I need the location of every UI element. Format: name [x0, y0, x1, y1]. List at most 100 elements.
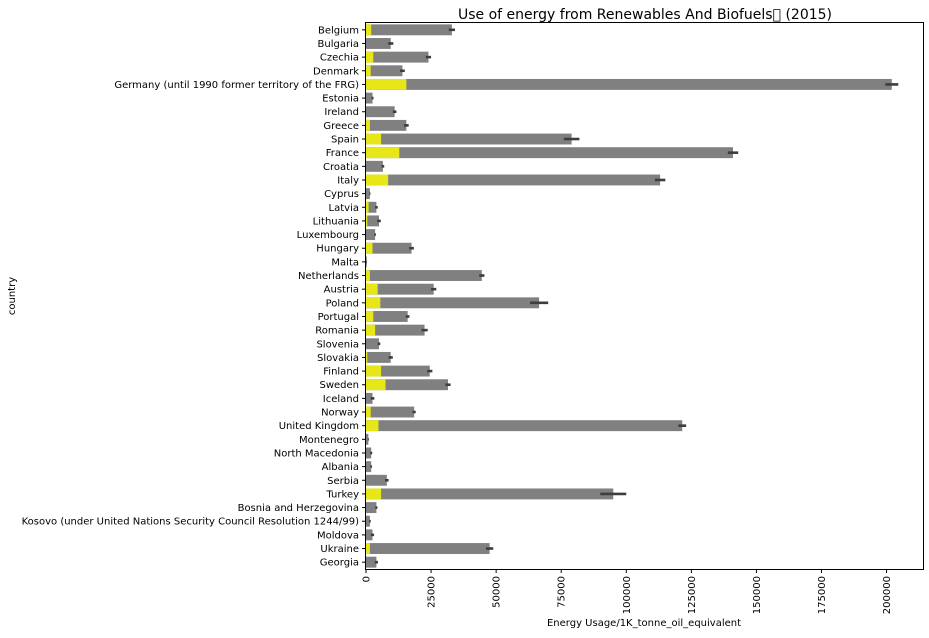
- bar-0-33: [366, 474, 387, 486]
- bar-0-12: [366, 188, 370, 200]
- bar-0-16: [366, 242, 412, 254]
- x-tick-label-1: 25000: [427, 576, 438, 608]
- x-tick-label-4: 100000: [622, 576, 633, 614]
- bar-0-5: [366, 92, 373, 104]
- y-tick-label-34: Turkey: [325, 489, 359, 500]
- y-tick-label-8: Spain: [331, 135, 359, 146]
- bar-1-7: [366, 119, 370, 131]
- bar-0-20: [366, 297, 540, 309]
- bar-1-25: [366, 365, 382, 377]
- y-tick-label-0: Belgium: [318, 25, 359, 36]
- y-tick-label-21: Portugal: [318, 312, 359, 323]
- x-tick-label-0: 0: [362, 576, 373, 582]
- bar-0-37: [366, 529, 373, 541]
- bar-1-19: [366, 283, 378, 295]
- bar-0-18: [366, 270, 482, 281]
- bar-0-38: [366, 543, 490, 554]
- y-tick-label-32: Albania: [322, 462, 359, 473]
- bar-1-26: [366, 379, 386, 391]
- y-tick-label-6: Ireland: [324, 107, 359, 118]
- bar-0-25: [366, 365, 430, 377]
- x-tick-label-7: 175000: [817, 576, 828, 614]
- bar-1-3: [366, 65, 371, 77]
- bar-0-24: [366, 351, 391, 363]
- x-tick-label-6: 150000: [752, 576, 763, 614]
- y-tick-label-9: France: [326, 148, 359, 159]
- y-ticks-layer: Belgium Bulgaria Czechia Denmark Germany (un…: [22, 25, 366, 569]
- y-tick-label-15: Luxembourg: [297, 230, 359, 241]
- bar-0-29: [366, 420, 683, 432]
- y-tick-label-35: Bosnia and Herzegovina: [238, 503, 359, 514]
- bar-0-1: [366, 38, 391, 49]
- bar-1-9: [366, 147, 400, 159]
- bar-0-17: [366, 256, 367, 268]
- bar-1-16: [366, 242, 373, 254]
- y-tick-label-19: Austria: [324, 285, 359, 296]
- plot-frame: [365, 22, 924, 570]
- y-tick-label-25: Finland: [323, 367, 359, 378]
- y-tick-label-37: Moldova: [317, 530, 359, 541]
- bar-0-39: [366, 556, 377, 568]
- y-tick-label-1: Bulgaria: [318, 39, 359, 50]
- y-axis-label: country: [7, 277, 18, 315]
- y-tick-label-10: Croatia: [323, 162, 359, 173]
- y-tick-label-31: North Macedonia: [274, 448, 359, 459]
- bar-1-34: [366, 488, 382, 500]
- bar-1-13: [366, 201, 369, 213]
- bar-1-18: [366, 270, 370, 281]
- bar-0-13: [366, 201, 377, 213]
- bar-1-28: [366, 406, 371, 418]
- bar-0-22: [366, 324, 425, 336]
- x-ticks-layer: 0 25000 50000 75000 100000 125000 150000 175000…: [362, 569, 893, 614]
- bar-0-21: [366, 311, 408, 322]
- bar-0-23: [366, 338, 380, 350]
- bar-0-10: [366, 160, 383, 172]
- bar-0-0: [366, 24, 452, 36]
- chart-title: Use of energy from Renewables And Biofue…: [458, 7, 832, 23]
- x-axis-label: Energy Usage/1K_tonne_oil_equivalent: [547, 618, 741, 629]
- bar-1-20: [366, 297, 381, 309]
- y-tick-label-39: Georgia: [320, 558, 359, 569]
- bar-1-29: [366, 420, 379, 432]
- bar-0-27: [366, 392, 373, 404]
- y-tick-label-3: Denmark: [313, 66, 359, 77]
- bar-0-19: [366, 283, 434, 295]
- bar-0-2: [366, 51, 429, 63]
- bar-0-11: [366, 174, 661, 186]
- y-tick-label-4: Germany (until 1990 former territory of …: [114, 80, 359, 91]
- y-tick-label-28: Norway: [321, 408, 359, 419]
- y-tick-label-12: Cyprus: [324, 189, 359, 200]
- bar-0-4: [366, 78, 892, 90]
- bar-1-4: [366, 78, 407, 90]
- bar-0-35: [366, 502, 377, 514]
- y-tick-label-26: Sweden: [319, 380, 359, 391]
- bar-1-0: [366, 24, 372, 36]
- y-tick-label-22: Romania: [315, 326, 359, 337]
- bar-1-11: [366, 174, 389, 186]
- y-tick-label-13: Latvia: [329, 203, 359, 214]
- y-tick-label-11: Italy: [337, 175, 359, 186]
- bar-1-2: [366, 51, 374, 63]
- bar-0-36: [366, 515, 370, 527]
- bar-0-34: [366, 488, 614, 500]
- y-tick-label-23: Slovenia: [316, 339, 359, 350]
- y-tick-label-20: Poland: [326, 298, 359, 309]
- y-tick-label-29: United Kingdom: [279, 421, 359, 432]
- y-tick-label-38: Ukraine: [320, 544, 359, 555]
- bar-0-15: [366, 229, 376, 241]
- bar-0-3: [366, 65, 403, 77]
- bar-0-14: [366, 215, 380, 227]
- bar-1-8: [366, 133, 382, 145]
- bar-0-6: [366, 106, 395, 118]
- y-tick-label-24: Slovakia: [317, 353, 359, 364]
- y-tick-label-5: Estonia: [322, 94, 359, 105]
- y-tick-label-14: Lithuania: [313, 216, 359, 227]
- y-tick-label-16: Hungary: [316, 244, 359, 255]
- x-tick-label-2: 50000: [492, 576, 503, 608]
- bar-0-9: [366, 147, 733, 159]
- bar-0-8: [366, 133, 572, 145]
- y-tick-label-17: Malta: [331, 257, 359, 268]
- x-tick-label-3: 75000: [557, 576, 568, 608]
